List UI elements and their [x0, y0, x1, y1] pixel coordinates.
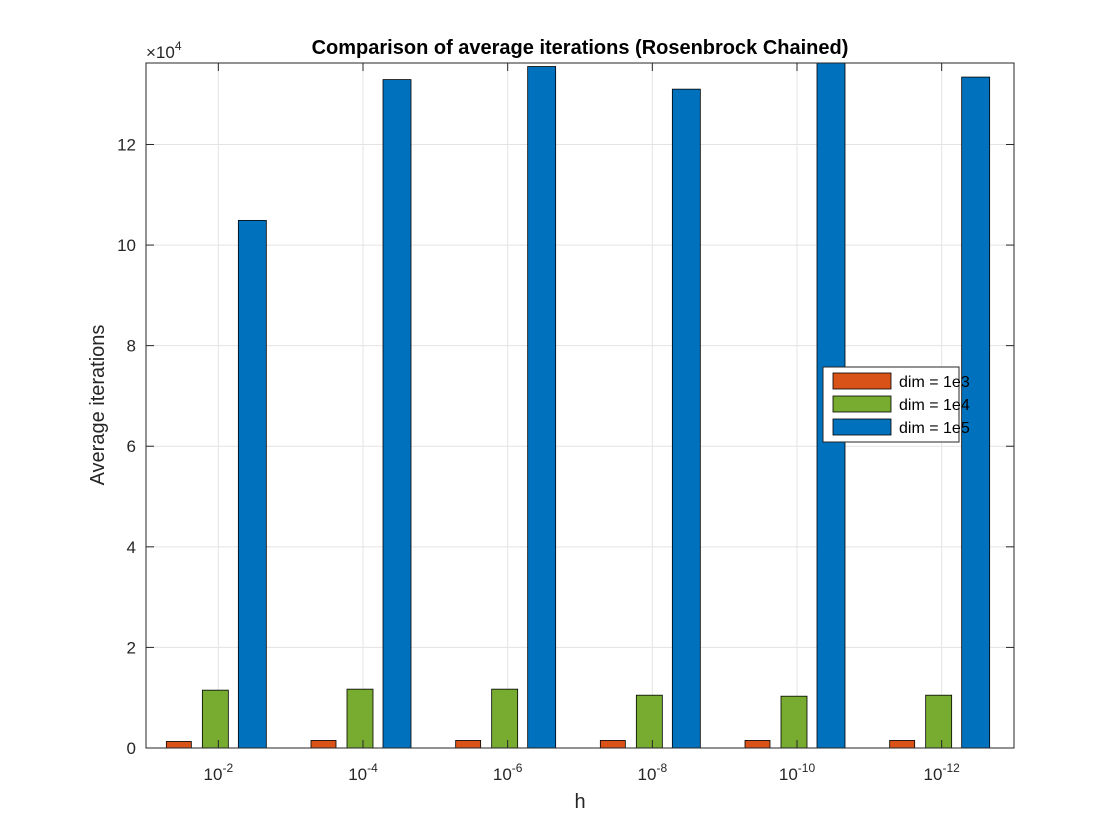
exponent-label: ×104	[146, 39, 182, 62]
legend-label: dim = 1e5	[899, 420, 970, 437]
x-tick-label: 10-2	[204, 761, 234, 784]
bar-dim-1e4	[201, 689, 229, 749]
tick-labels: 0 2 4 6 8 10 12 10-2 10-4 10-6 10-8 10-10 10-12	[117, 135, 960, 784]
bars	[165, 62, 991, 749]
y-tick-label: 8	[127, 337, 136, 356]
bar-dim-1e4	[346, 688, 374, 749]
y-tick-label: 10	[117, 236, 136, 255]
legend-swatch	[832, 372, 892, 390]
bar-dim-1e5	[382, 79, 412, 749]
bar-dim-1e4	[635, 694, 663, 749]
legend-swatch	[832, 395, 892, 413]
bar-dim-1e3	[455, 740, 482, 749]
bar-dim-1e5	[671, 88, 701, 749]
bar-dim-1e3	[310, 740, 337, 749]
x-tick-label: 10-12	[924, 761, 961, 784]
legend-label: dim = 1e3	[899, 374, 970, 391]
y-tick-label: 12	[117, 135, 136, 154]
y-tick-label: 0	[127, 739, 136, 758]
plot-frame	[145, 62, 1015, 749]
x-tick-label: 10-8	[638, 761, 668, 784]
bar-dim-1e4	[780, 695, 808, 749]
y-tick-label: 4	[127, 538, 136, 557]
grid	[146, 63, 1014, 749]
bar-dim-1e5	[237, 220, 267, 749]
bar-dim-1e4	[925, 694, 953, 749]
chart-title: Comparison of average iterations (Rosenb…	[312, 37, 849, 59]
bar-dim-1e4	[491, 688, 519, 749]
legend: dim = 1e3 dim = 1e4 dim = 1e5	[822, 366, 970, 443]
x-tick-label: 10-10	[779, 761, 816, 784]
bar-dim-1e3	[744, 740, 771, 749]
bar-dim-1e3	[889, 740, 916, 749]
bar-dim-1e3	[165, 741, 192, 749]
legend-swatch	[832, 418, 892, 436]
ticks	[146, 63, 1014, 749]
legend-label: dim = 1e4	[899, 397, 970, 414]
bar-dim-1e5	[527, 66, 557, 749]
exponent-superscript: 4	[175, 39, 182, 53]
x-tick-label: 10-6	[493, 761, 523, 784]
y-tick-label: 2	[127, 638, 136, 657]
bar-dim-1e5	[961, 76, 991, 749]
x-tick-label: 10-4	[348, 761, 378, 784]
y-axis-title: Average iterations	[87, 325, 109, 486]
x-axis-title: h	[574, 791, 585, 813]
y-tick-label: 6	[127, 437, 136, 456]
bar-dim-1e3	[599, 740, 626, 749]
